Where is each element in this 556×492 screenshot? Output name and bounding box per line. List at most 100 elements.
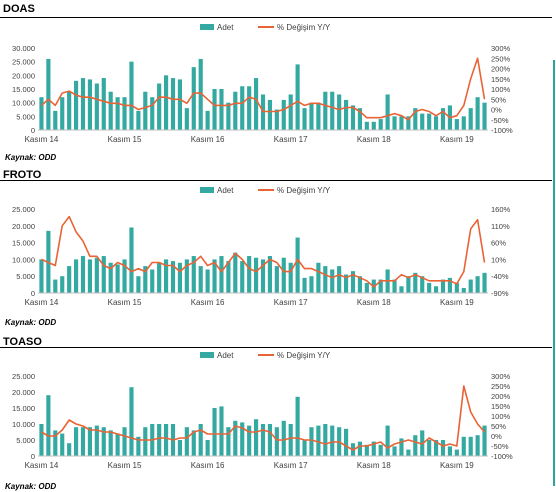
bar — [102, 256, 106, 293]
bar — [455, 119, 459, 130]
bar — [178, 440, 182, 456]
bar — [39, 259, 43, 293]
legend-label-line: % Değişim Y/Y — [277, 351, 331, 360]
bar — [469, 108, 473, 130]
bar — [392, 446, 396, 456]
bar — [455, 450, 459, 456]
y-right-tick-label: -100% — [491, 126, 513, 135]
bar — [476, 97, 480, 130]
bar — [178, 79, 182, 130]
y-left-tick-label: 15.000 — [12, 239, 35, 248]
y-right-tick-label: -40% — [491, 272, 509, 281]
bar — [482, 103, 486, 130]
bar — [344, 100, 348, 130]
y-right-tick-label: 0% — [491, 432, 502, 441]
x-tick-label: Kasım 19 — [440, 461, 474, 470]
bar — [434, 286, 438, 293]
bar — [81, 427, 85, 456]
y-left-tick-label: 15.000 — [12, 404, 35, 413]
source-note: Kaynak: ODD — [5, 153, 56, 162]
bar — [296, 397, 300, 456]
bar — [462, 437, 466, 456]
legend: Adet % Değişim Y/Y — [200, 351, 331, 360]
y-right-tick-label: 0% — [491, 106, 502, 115]
bar — [150, 97, 154, 130]
x-tick-label: Kasım 15 — [108, 298, 142, 307]
bar — [212, 89, 216, 130]
y-left-tick-label: 5.000 — [16, 272, 35, 281]
y-right-tick-label: 300% — [491, 44, 511, 53]
bar — [67, 443, 71, 456]
bar — [109, 430, 113, 456]
bar — [275, 427, 279, 456]
bar — [302, 440, 306, 456]
bar — [95, 84, 99, 130]
bar — [129, 387, 133, 456]
bar — [240, 86, 244, 130]
bar — [88, 259, 92, 293]
chart-title: DOAS — [3, 3, 35, 15]
bar — [136, 111, 140, 130]
panel-froto: FROTO Adet% Değişim Y/Y05.00010.00015.00… — [0, 165, 556, 332]
bar — [427, 440, 431, 456]
bar — [413, 435, 417, 456]
y-left-tick-label: 10.000 — [12, 99, 35, 108]
bar — [476, 435, 480, 456]
bar — [164, 424, 168, 456]
y-left-tick-label: 30.000 — [12, 44, 35, 53]
x-tick-label: Kasım 17 — [274, 135, 308, 144]
bar — [330, 92, 334, 130]
y-left-tick-label: 25.000 — [12, 205, 35, 214]
y-right-tick-label: 60% — [491, 239, 506, 248]
x-tick-label: Kasım 16 — [191, 135, 225, 144]
bar — [441, 440, 445, 456]
bar — [469, 280, 473, 293]
bar — [60, 276, 64, 293]
bar — [302, 278, 306, 293]
y-right-tick-label: 50% — [491, 95, 506, 104]
bar — [150, 269, 154, 293]
y-left-tick-label: 20.000 — [12, 71, 35, 80]
bar — [143, 92, 147, 130]
bar — [427, 114, 431, 130]
y-right-tick-label: 160% — [491, 205, 511, 214]
bar — [157, 84, 161, 130]
bar — [406, 276, 410, 293]
side-accent-bar — [553, 60, 555, 486]
bar — [296, 238, 300, 293]
y-right-tick-label: 250% — [491, 54, 511, 63]
bar — [420, 114, 424, 130]
x-tick-label: Kasım 15 — [108, 461, 142, 470]
legend-label-line: % Değişim Y/Y — [277, 23, 331, 32]
y-right-tick-label: 150% — [491, 402, 511, 411]
bar — [157, 263, 161, 293]
bar — [323, 92, 327, 130]
y-left-tick-label: 0 — [31, 126, 35, 135]
bar — [365, 283, 369, 293]
y-right-tick-label: 150% — [491, 75, 511, 84]
y-right-tick-label: 100% — [491, 85, 511, 94]
x-tick-label: Kasım 14 — [25, 298, 59, 307]
bar — [275, 110, 279, 131]
bar — [406, 450, 410, 456]
bar — [289, 94, 293, 130]
y-left-tick-label: 20.000 — [12, 222, 35, 231]
x-tick-label: Kasım 15 — [108, 135, 142, 144]
y-right-tick-label: -100% — [491, 452, 513, 461]
bar — [282, 100, 286, 130]
bar — [275, 266, 279, 293]
legend-swatch-bar — [200, 352, 214, 358]
bar — [226, 261, 230, 293]
bar — [122, 97, 126, 130]
y-right-tick-label: 300% — [491, 372, 511, 381]
bar — [67, 92, 71, 130]
legend-label-line: % Değişim Y/Y — [277, 186, 331, 195]
legend-label-bar: Adet — [217, 351, 234, 360]
bar — [102, 78, 106, 130]
y-right-tick-label: 100% — [491, 412, 511, 421]
bar — [74, 259, 78, 293]
bar — [46, 395, 50, 456]
panel-toaso: TOASO Adet% Değişim Y/Y05.00010.00015.00… — [0, 332, 556, 492]
bar — [247, 86, 251, 130]
bar — [81, 256, 85, 293]
